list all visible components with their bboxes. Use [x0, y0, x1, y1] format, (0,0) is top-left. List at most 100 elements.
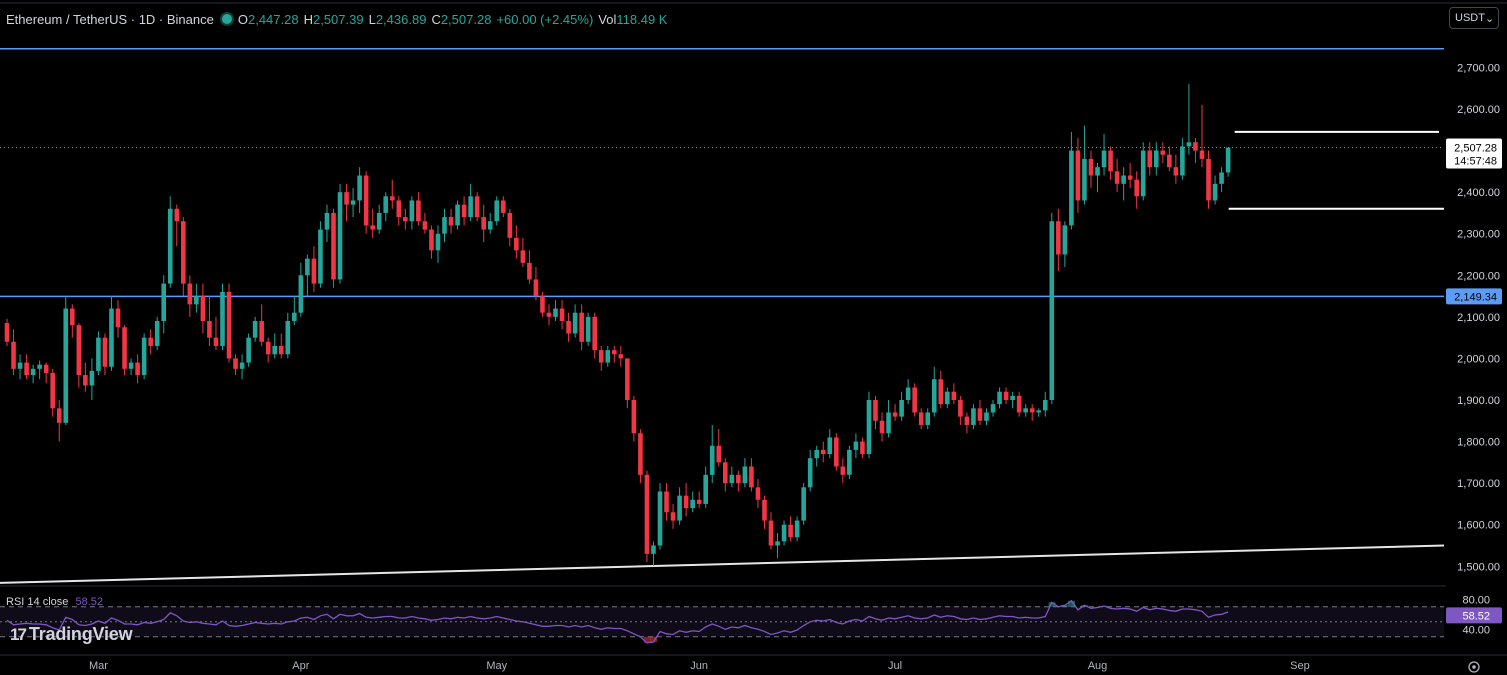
rsi-oversold-fill: [650, 636, 658, 642]
candle: [272, 333, 278, 359]
candle: [1003, 387, 1009, 405]
candle: [167, 196, 173, 288]
low-value: 2,436.89: [375, 11, 427, 27]
candle: [285, 312, 291, 359]
candle-body: [128, 362, 134, 369]
currency-selector[interactable]: USDT ⌄: [1449, 7, 1499, 29]
price-axis: [1446, 30, 1507, 655]
candle-body: [422, 221, 428, 230]
candle: [540, 291, 545, 317]
candle-body: [853, 441, 859, 450]
candle-body: [892, 412, 898, 417]
candle: [912, 383, 917, 417]
rsi-legend[interactable]: RSI 14 close 58.52: [6, 596, 103, 608]
candle-body: [566, 321, 571, 334]
candle: [781, 520, 787, 546]
candle-body: [135, 362, 140, 376]
candle: [964, 412, 970, 434]
tradingview-logo-text: TradingView: [28, 624, 133, 644]
candle-body: [403, 217, 408, 222]
candle: [625, 358, 630, 409]
candle: [448, 208, 454, 234]
candle-body: [1167, 154, 1172, 168]
tradingview-logo[interactable]: 17 TradingView: [10, 624, 133, 645]
candle: [585, 312, 591, 346]
time-tick-label: Aug: [1088, 660, 1108, 672]
candle: [559, 300, 565, 330]
candle-body: [109, 308, 114, 367]
candle: [1121, 167, 1126, 201]
candle-body: [1042, 400, 1048, 411]
candle-body: [1049, 221, 1055, 400]
candle-body: [233, 358, 238, 369]
candle-body: [723, 462, 728, 484]
candle-body: [1160, 150, 1166, 155]
candle: [644, 470, 650, 563]
price-tick-label: 1,500.00: [1457, 561, 1500, 573]
rsi-value-tag: [1446, 607, 1502, 624]
time-tick-label: Jul: [888, 660, 902, 672]
candle: [879, 412, 885, 442]
candle-body: [311, 258, 317, 284]
candle: [1010, 391, 1015, 409]
candle-body: [631, 400, 637, 434]
candle-body: [1075, 150, 1081, 201]
candle-body: [161, 283, 167, 322]
candle-body: [226, 291, 232, 359]
candle: [376, 204, 382, 234]
candle-body: [344, 192, 349, 205]
candle-body: [30, 368, 36, 376]
candle: [533, 266, 539, 301]
candle-body: [337, 192, 343, 280]
candle: [925, 408, 931, 430]
candle: [455, 200, 460, 230]
candle-body: [89, 370, 95, 386]
price-tick-label: 2,000.00: [1457, 353, 1500, 365]
candle-body: [592, 316, 597, 351]
candle-body: [76, 325, 82, 376]
gear-center: [1472, 665, 1476, 669]
candle: [1212, 175, 1218, 205]
candle-body: [383, 196, 389, 213]
candle-body: [1180, 146, 1185, 176]
candle-body: [481, 217, 486, 230]
candle: [709, 424, 715, 484]
candle: [350, 187, 356, 218]
candle: [194, 283, 199, 313]
candle: [318, 221, 323, 288]
candle: [892, 404, 898, 421]
settings-gear-icon[interactable]: [1468, 661, 1480, 673]
symbol-title[interactable]: Ethereum / TetherUS · 1D · Binance: [6, 11, 214, 27]
candle-body: [331, 212, 336, 280]
candle: [11, 329, 16, 376]
candle-body: [318, 229, 323, 284]
candle-body: [1121, 175, 1126, 184]
market-status-icon: [221, 14, 232, 24]
candle-body: [527, 262, 532, 280]
candle: [174, 204, 180, 247]
rsi-line: [6, 599, 1229, 644]
candle: [840, 458, 846, 484]
candle: [1186, 84, 1192, 155]
rsi-length: 14: [27, 596, 40, 608]
candle-body: [1206, 158, 1211, 201]
time-tick-label: Apr: [292, 660, 309, 672]
candle: [416, 192, 421, 226]
candle: [1225, 147, 1231, 177]
candle: [102, 333, 108, 376]
price-tick-label: 1,700.00: [1457, 478, 1500, 490]
candle-body: [122, 327, 127, 369]
candle-body: [474, 196, 480, 218]
candle-body: [572, 312, 578, 334]
candle: [514, 225, 519, 259]
price-tick-label: 2,600.00: [1457, 104, 1500, 116]
candle: [207, 296, 212, 346]
candle: [226, 283, 232, 363]
candle-body: [657, 491, 663, 546]
candle-body: [1186, 142, 1192, 147]
candle: [1199, 104, 1205, 168]
candle: [148, 329, 153, 355]
price-tick-label: 2,300.00: [1457, 229, 1500, 241]
candle: [83, 362, 88, 392]
